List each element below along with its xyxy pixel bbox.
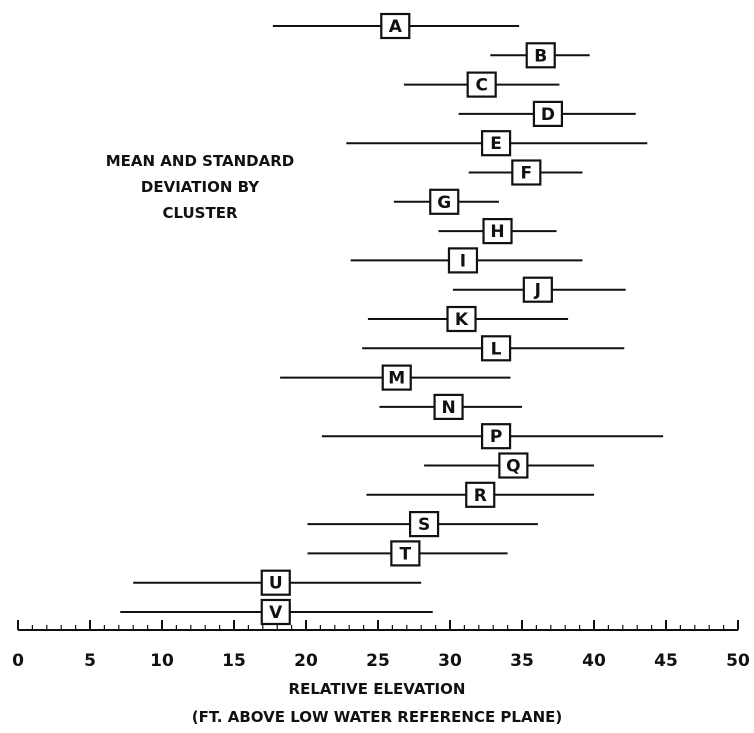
- cluster-b: B: [490, 42, 590, 69]
- cluster-h: H: [438, 218, 557, 245]
- cluster-p: P: [321, 423, 664, 450]
- cluster-label: E: [490, 134, 502, 154]
- cluster-c: C: [403, 71, 560, 98]
- x-tick-label: 20: [294, 651, 318, 671]
- cluster-label: I: [460, 251, 466, 271]
- mean-box: [525, 42, 556, 69]
- cluster-i: I: [350, 247, 583, 274]
- cluster-label: K: [455, 310, 469, 330]
- cluster-label: D: [541, 105, 555, 125]
- cluster-r: R: [366, 481, 594, 508]
- mean-box: [260, 598, 291, 626]
- mean-box: [390, 540, 421, 567]
- cluster-label: U: [269, 574, 283, 594]
- x-tick-label: 50: [726, 651, 750, 671]
- mean-box: [532, 100, 564, 128]
- mean-box: [482, 218, 513, 245]
- cluster-label: J: [534, 281, 541, 301]
- cluster-label: R: [474, 486, 487, 506]
- mean-box: [408, 510, 440, 538]
- cluster-d: D: [458, 100, 636, 128]
- x-axis: 0 5 10 15 20 25 30 35 40 45 50: [12, 620, 750, 671]
- x-tick-label: 30: [438, 651, 462, 671]
- mean-box: [480, 130, 512, 157]
- x-tick-label: 5: [84, 651, 96, 671]
- x-axis-title-line-1: RELATIVE ELEVATION: [289, 680, 466, 698]
- cluster-g: G: [393, 188, 499, 215]
- annotation-line-2: DEVIATION BY: [141, 178, 260, 196]
- cluster-m: M: [280, 364, 511, 391]
- mean-box: [446, 305, 477, 333]
- annotation-line-3: CLUSTER: [162, 204, 237, 222]
- x-tick-label: 25: [366, 651, 390, 671]
- cluster-n: N: [379, 393, 522, 420]
- cluster-label: S: [418, 515, 430, 535]
- cluster-label: P: [490, 427, 502, 447]
- mean-box: [260, 569, 291, 596]
- mean-box: [522, 276, 553, 303]
- cluster-a: A: [272, 12, 520, 40]
- mean-box: [429, 188, 460, 215]
- cluster-f: F: [468, 159, 583, 186]
- mean-box: [498, 452, 529, 479]
- cluster-u: U: [133, 569, 422, 596]
- x-axis-title-line-2: (FT. ABOVE LOW WATER REFERENCE PLANE): [192, 708, 563, 726]
- x-tick-label: 45: [654, 651, 678, 671]
- cluster-label: B: [534, 46, 547, 66]
- mean-box: [511, 159, 542, 186]
- mean-box: [433, 393, 464, 420]
- cluster-s: S: [307, 510, 538, 538]
- cluster-t: T: [307, 540, 508, 567]
- cluster-label: G: [437, 193, 451, 213]
- cluster-label: V: [269, 603, 283, 623]
- cluster-l: L: [362, 335, 625, 362]
- cluster-label: M: [388, 369, 405, 389]
- mean-box: [447, 247, 479, 274]
- cluster-label: F: [521, 164, 533, 184]
- cluster-j: J: [452, 276, 626, 303]
- cluster-q: Q: [424, 452, 594, 479]
- mean-box: [465, 481, 496, 508]
- mean-box: [480, 335, 512, 362]
- mean-box: [380, 12, 411, 40]
- cluster-label: L: [491, 339, 502, 359]
- x-tick-label: 40: [582, 651, 606, 671]
- cluster-label: N: [441, 398, 455, 418]
- cluster-ranges: A B C D EF G H I J K L M N PQR ST UV: [120, 12, 664, 626]
- x-tick-label: 35: [510, 651, 534, 671]
- cluster-label: H: [490, 222, 504, 242]
- cluster-v: V: [120, 598, 433, 626]
- cluster-k: K: [367, 305, 569, 333]
- cluster-e: E: [346, 130, 648, 157]
- cluster-label: Q: [506, 457, 520, 477]
- annotation-line-1: MEAN AND STANDARD: [106, 152, 295, 170]
- x-tick-label: 15: [222, 651, 246, 671]
- cluster-label: T: [400, 544, 412, 564]
- mean-box: [381, 364, 412, 391]
- x-tick-label: 10: [150, 651, 174, 671]
- cluster-label: A: [389, 17, 403, 37]
- mean-box: [466, 71, 497, 98]
- mean-box: [480, 423, 512, 450]
- x-tick-label: 0: [12, 651, 24, 671]
- cluster-label: C: [475, 76, 487, 96]
